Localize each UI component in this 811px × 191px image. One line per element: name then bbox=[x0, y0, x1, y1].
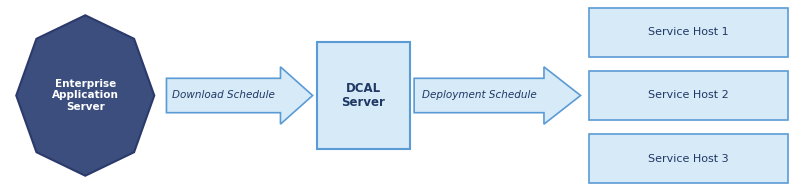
Text: Service Host 2: Service Host 2 bbox=[647, 91, 727, 100]
Text: Service Host 1: Service Host 1 bbox=[647, 28, 727, 37]
Text: Deployment Schedule: Deployment Schedule bbox=[421, 91, 536, 100]
FancyBboxPatch shape bbox=[316, 42, 410, 149]
FancyBboxPatch shape bbox=[588, 71, 787, 120]
Polygon shape bbox=[414, 67, 580, 124]
Polygon shape bbox=[16, 15, 154, 176]
Text: Download Schedule: Download Schedule bbox=[172, 91, 275, 100]
FancyBboxPatch shape bbox=[588, 134, 787, 183]
FancyBboxPatch shape bbox=[588, 8, 787, 57]
Polygon shape bbox=[166, 67, 312, 124]
Text: Enterprise
Application
Server: Enterprise Application Server bbox=[52, 79, 118, 112]
Text: Service Host 3: Service Host 3 bbox=[647, 154, 727, 163]
Text: DCAL
Server: DCAL Server bbox=[341, 82, 385, 109]
